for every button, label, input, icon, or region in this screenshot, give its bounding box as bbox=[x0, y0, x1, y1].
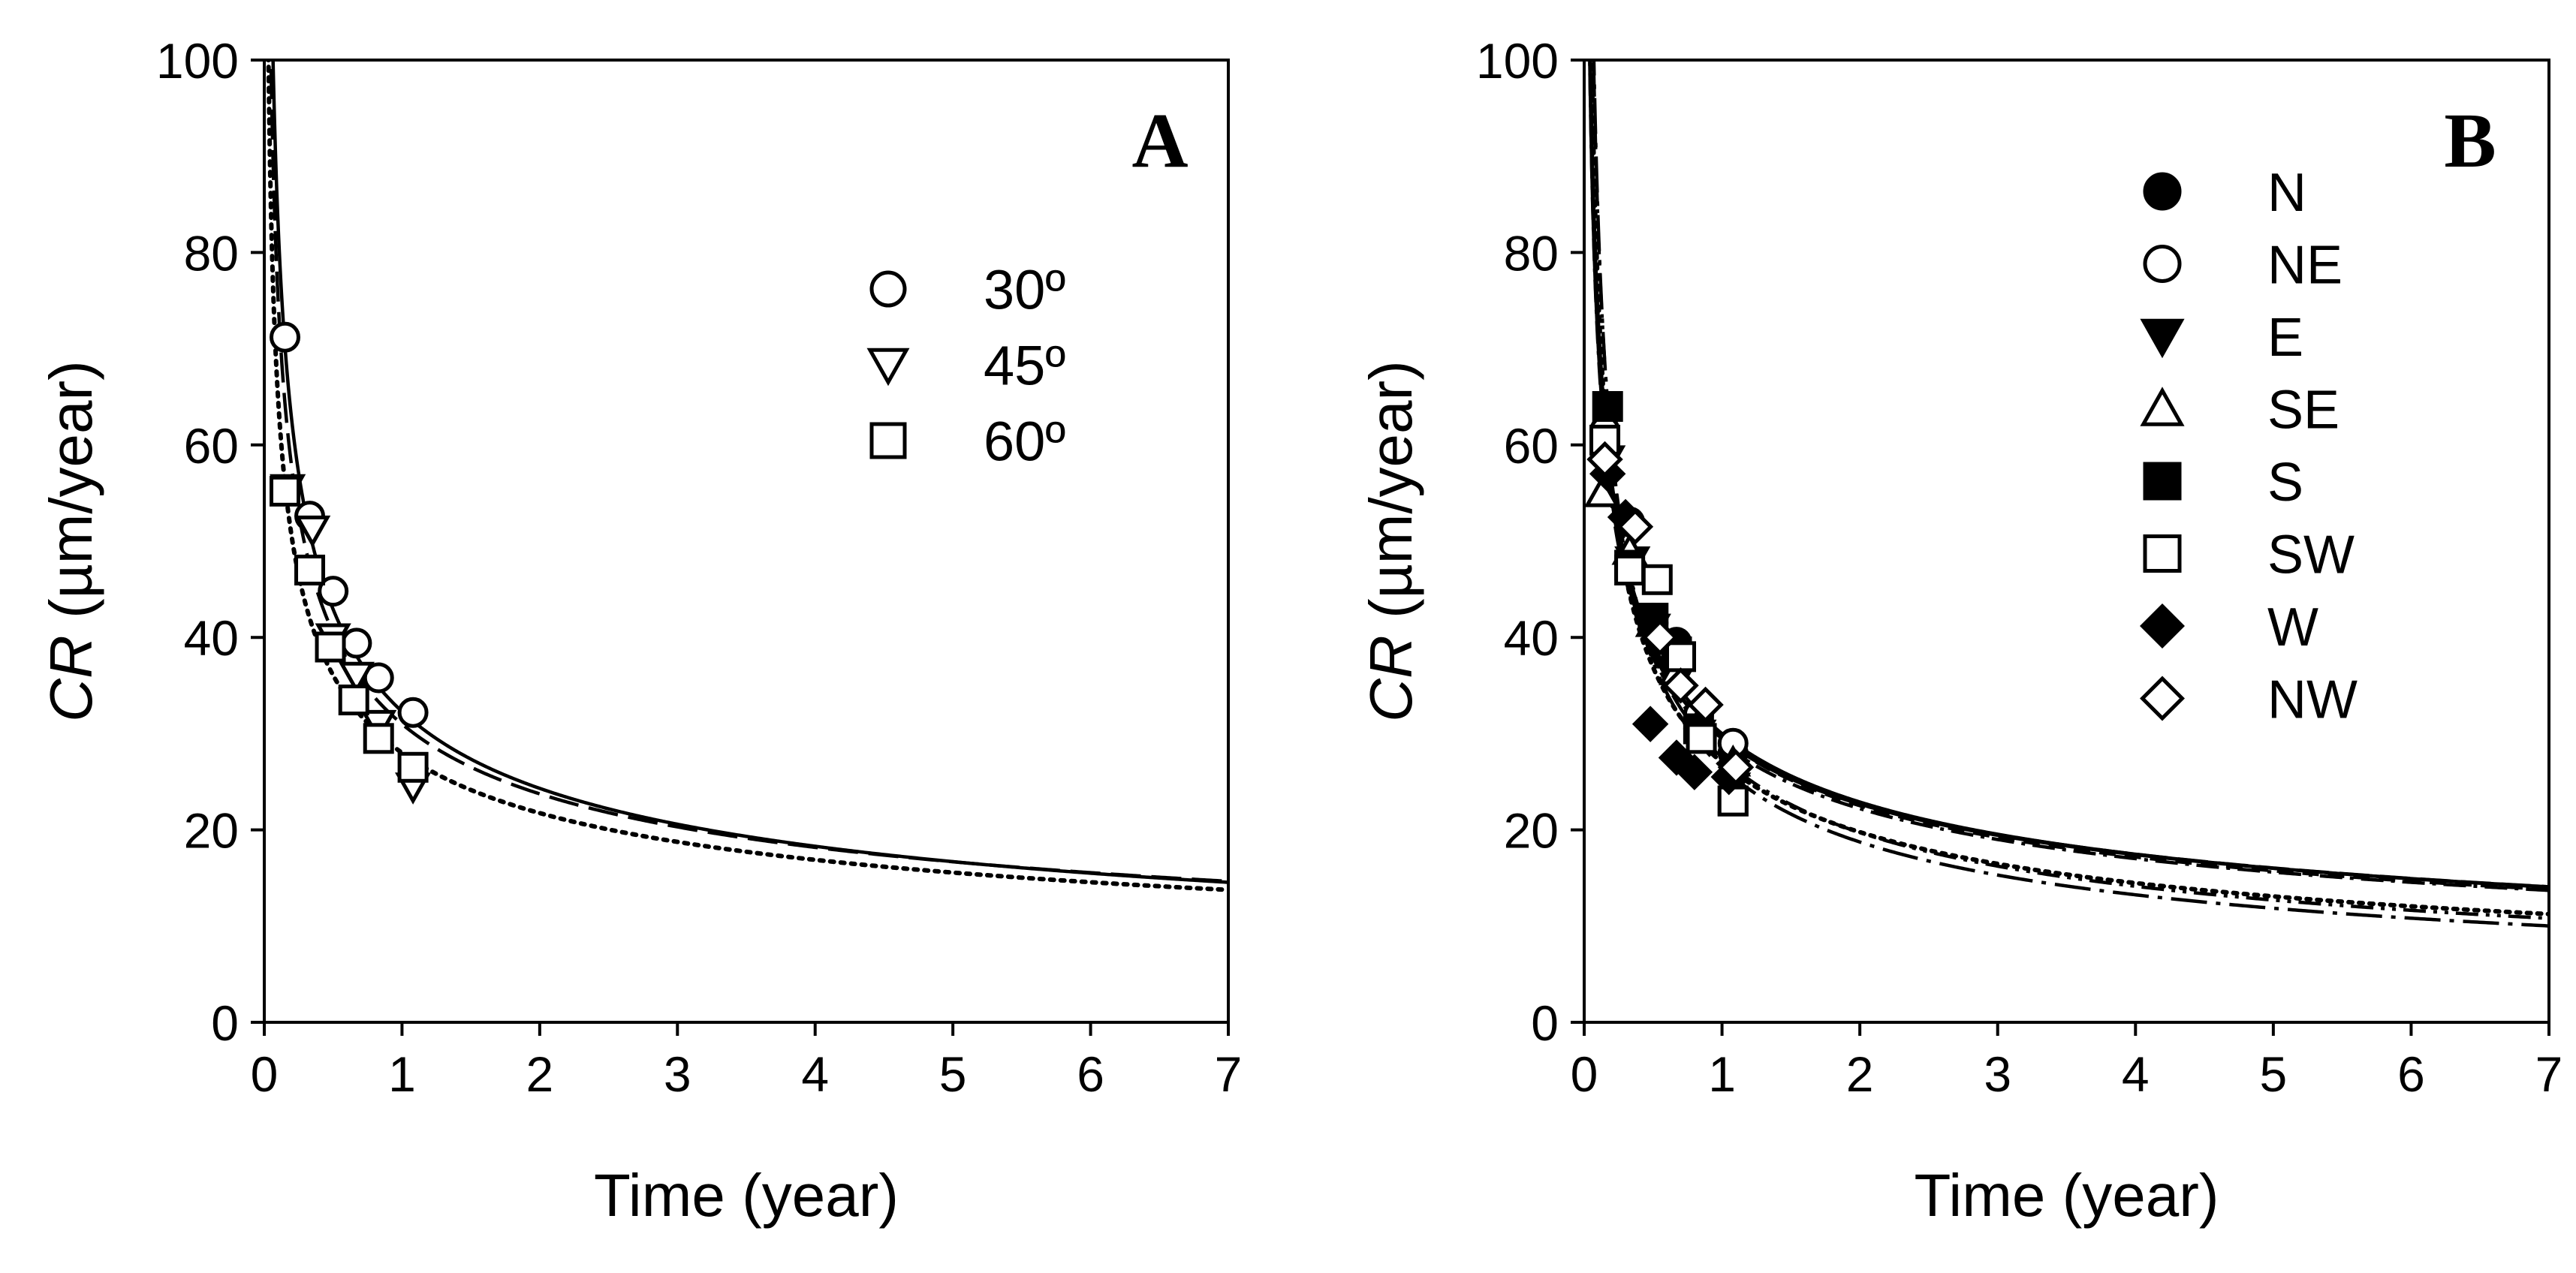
x-axis-title: Time (year) bbox=[1915, 1162, 2219, 1229]
data-point-sw bbox=[1641, 564, 1673, 595]
data-point-30 bbox=[397, 697, 429, 728]
panel-label: A bbox=[1131, 98, 1188, 184]
data-point-w bbox=[1676, 754, 1713, 790]
y-tick-label: 0 bbox=[211, 995, 239, 1051]
data-point-nw bbox=[1586, 441, 1623, 478]
y-tick-label: 100 bbox=[1476, 33, 1559, 89]
x-tick-label: 0 bbox=[251, 1046, 279, 1102]
panel-label: B bbox=[2444, 98, 2496, 184]
legend-label-30: 30º bbox=[984, 259, 1065, 321]
y-tick-label: 100 bbox=[156, 33, 239, 89]
y-tick-label: 40 bbox=[1504, 610, 1559, 666]
x-tick-label: 1 bbox=[1708, 1046, 1736, 1102]
x-tick-label: 7 bbox=[1215, 1046, 1243, 1102]
legend-marker-60 bbox=[869, 422, 907, 459]
plot-frame bbox=[1583, 59, 2550, 1024]
legend-marker-45 bbox=[866, 348, 910, 387]
legend-marker-w bbox=[2140, 603, 2185, 649]
x-axis-title: Time (year) bbox=[594, 1162, 899, 1229]
legend: 30º 45º 60º bbox=[866, 259, 1065, 473]
data-point-sw bbox=[1686, 723, 1717, 754]
data-point-nw bbox=[1687, 686, 1724, 724]
x-tick-label: 2 bbox=[526, 1046, 553, 1102]
x-tick-label: 5 bbox=[2259, 1046, 2287, 1102]
y-axis-title: CR (µm/year) bbox=[38, 360, 104, 722]
legend-label-nw: NW bbox=[2267, 670, 2358, 730]
data-point-45 bbox=[338, 661, 375, 694]
y-tick-label: 60 bbox=[1504, 418, 1559, 474]
legend-label-sw: SW bbox=[2267, 525, 2355, 585]
fit-curve-45 bbox=[269, 60, 1228, 883]
legend-marker-ne bbox=[2143, 245, 2182, 283]
legend-marker-s bbox=[2143, 462, 2182, 501]
data-point-sw bbox=[1717, 785, 1749, 817]
data-point-60 bbox=[338, 685, 369, 716]
legend-label-60: 60º bbox=[984, 411, 1065, 473]
data-point-30 bbox=[270, 321, 301, 353]
legend-label-45: 45º bbox=[984, 335, 1065, 397]
data-point-60 bbox=[294, 554, 326, 585]
x-tick-label: 0 bbox=[1571, 1046, 1598, 1102]
y-tick-label: 40 bbox=[184, 610, 239, 666]
legend-marker-nw bbox=[2140, 676, 2185, 721]
x-tick-label: 1 bbox=[388, 1046, 416, 1102]
data-point-60 bbox=[270, 475, 301, 507]
plot-frame bbox=[263, 59, 1230, 1024]
legend-label-ne: NE bbox=[2267, 235, 2343, 295]
y-tick-label: 0 bbox=[1531, 995, 1559, 1051]
y-tick-label: 20 bbox=[184, 803, 239, 859]
data-point-se bbox=[1583, 474, 1620, 507]
x-tick-label: 4 bbox=[2122, 1046, 2150, 1102]
legend-marker-sw bbox=[2143, 534, 2182, 573]
y-tick-label: 80 bbox=[184, 225, 239, 281]
legend-label-n: N bbox=[2267, 163, 2306, 223]
x-tick-label: 6 bbox=[2397, 1046, 2425, 1102]
data-points bbox=[1583, 391, 1755, 817]
data-point-sw bbox=[1665, 641, 1696, 673]
x-tick-label: 4 bbox=[801, 1046, 829, 1102]
legend-label-e: E bbox=[2267, 308, 2303, 368]
x-tick-label: 3 bbox=[664, 1046, 691, 1102]
x-tick-label: 5 bbox=[939, 1046, 967, 1102]
fit-curve-30 bbox=[271, 60, 1228, 884]
data-point-30 bbox=[318, 576, 349, 607]
x-tick-label: 3 bbox=[1984, 1046, 2011, 1102]
data-point-nw bbox=[1717, 749, 1755, 786]
y-axis-title: CR (µm/year) bbox=[1357, 360, 1424, 722]
data-point-w bbox=[1631, 706, 1669, 742]
y-tick-label: 80 bbox=[1504, 225, 1559, 281]
data-point-30 bbox=[341, 627, 372, 659]
data-point-s bbox=[1592, 391, 1623, 423]
fit-curve-sw bbox=[1589, 60, 2549, 916]
data-point-45 bbox=[294, 515, 331, 548]
y-tick-label: 60 bbox=[184, 418, 239, 474]
legend-marker-se bbox=[2140, 387, 2185, 426]
legend-label-se: SE bbox=[2267, 380, 2339, 440]
legend-marker-30 bbox=[869, 270, 907, 308]
chart-panel-b: 0 1 2 3 4 5 6 7 0 20 40 60 80 100 Time (year) CR (µm/ye… bbox=[1357, 33, 2563, 1229]
data-point-60 bbox=[397, 751, 429, 783]
data-point-60 bbox=[315, 631, 346, 663]
data-point-sw bbox=[1614, 554, 1646, 585]
legend-marker-n bbox=[2143, 172, 2182, 211]
x-tick-label: 7 bbox=[2535, 1046, 2563, 1102]
x-tick-label: 6 bbox=[1077, 1046, 1104, 1102]
chart-panel-a: 0 1 2 3 4 5 6 7 0 20 40 60 80 100 Time (year) CR (µm/ye… bbox=[38, 33, 1243, 1229]
legend: N NE E SE S SW W NW bbox=[2140, 163, 2358, 730]
data-point-nw bbox=[1616, 508, 1654, 546]
legend-label-s: S bbox=[2267, 453, 2303, 513]
data-point-nw bbox=[1641, 618, 1679, 656]
y-tick-label: 20 bbox=[1504, 803, 1559, 859]
x-tick-label: 2 bbox=[1846, 1046, 1874, 1102]
legend-marker-e bbox=[2140, 318, 2185, 359]
data-points bbox=[270, 321, 432, 805]
data-point-nw bbox=[1662, 667, 1699, 704]
legend-label-w: W bbox=[2267, 597, 2318, 658]
data-point-60 bbox=[363, 723, 394, 754]
